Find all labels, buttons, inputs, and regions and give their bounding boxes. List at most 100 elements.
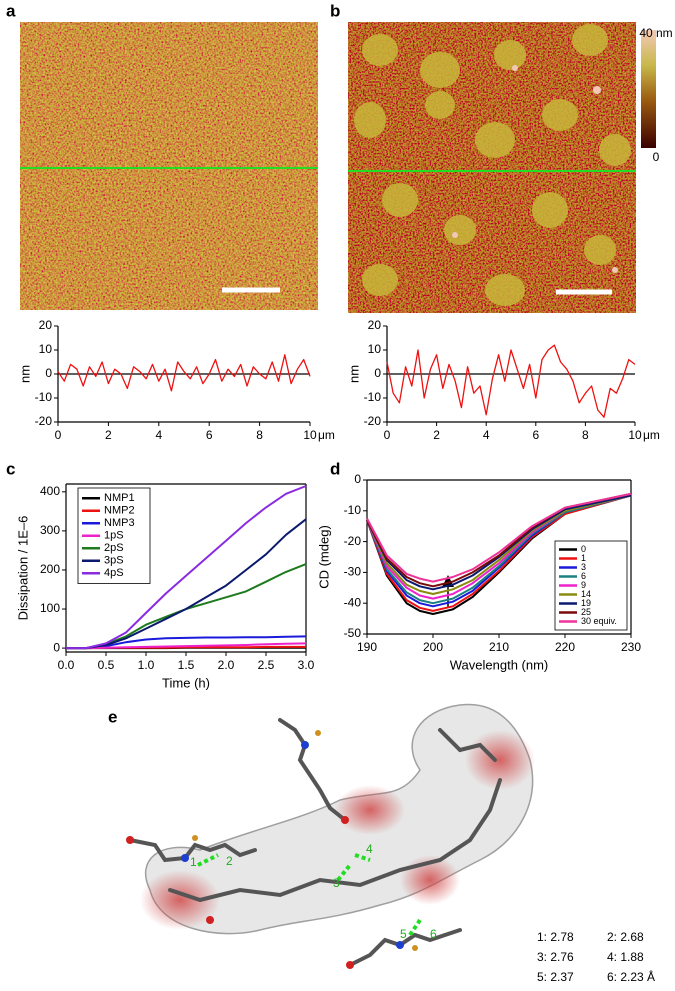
legend-label: 1 [581,553,586,563]
molecule-render [126,703,535,969]
y-tick-label: 0 [45,366,52,380]
legend-label: 25 [581,607,591,617]
series-line [366,494,632,612]
y-tick-label: -30 [344,565,362,579]
panel-label: a [6,1,16,20]
distance-label: 1: 2.78 [537,930,574,944]
x-tick-label: 6 [532,428,539,442]
hbond-label: 1 [190,855,197,869]
x-tick-label: 1.0 [138,658,155,672]
x-tick-label: 0.5 [98,658,115,672]
legend-label: NMP1 [104,492,135,504]
y-label: nm [17,365,32,383]
series-line [366,492,632,583]
panel-label: b [330,1,340,20]
y-tick-label: 0 [53,640,60,654]
y-tick-label: 10 [368,342,382,356]
y-tick-label: -10 [344,503,362,517]
distance-label: 2: 2.68 [607,930,644,944]
distance-label: 5: 2.37 [537,970,574,984]
x-label: Time (h) [162,675,210,690]
y-tick-label: -50 [344,626,362,640]
legend-label: 3pS [104,555,124,567]
x-tick-label: 8 [582,428,589,442]
series-line [386,344,636,418]
legend-label: 30 equiv. [581,616,617,626]
x-tick-label: 230 [621,640,641,654]
y-tick-label: -20 [364,414,382,428]
hbond-label: 6 [430,927,437,941]
x-tick-label: 200 [423,640,443,654]
y-tick-label: 200 [40,562,60,576]
series-line [66,485,307,650]
x-tick-label: 3.0 [298,658,315,672]
y-tick-label: 0 [374,366,381,380]
y-label: CD (mdeg) [316,525,331,589]
y-tick-label: -20 [344,534,362,548]
x-unit: μm [318,428,335,442]
legend-label: 19 [581,598,591,608]
x-unit: μm [643,428,660,442]
series-line [57,354,311,392]
legend-label: 3 [581,562,586,572]
y-label: Dissipation / 1E–6 [15,516,30,621]
x-tick-label: 10 [303,428,317,442]
series-line [366,494,632,591]
panel-label: c [6,459,15,478]
x-tick-label: 4 [483,428,490,442]
y-label: nm [346,365,361,383]
distance-label: 4: 1.88 [607,950,644,964]
x-label: Wavelength (nm) [450,657,549,672]
legend-label: 9 [581,580,586,590]
colorbar-label: 0 [653,150,660,164]
x-tick-label: 6 [206,428,213,442]
colorbar-label: 40 nm [639,26,672,40]
y-tick-label: 100 [40,601,60,615]
series-line [66,518,307,650]
y-tick-label: -10 [364,390,382,404]
x-tick-label: 2.5 [258,658,275,672]
x-tick-label: 10 [628,428,642,442]
afm-image-a [20,22,318,310]
afm-image-b [348,22,636,313]
x-tick-label: 210 [489,640,509,654]
x-tick-label: 1.5 [178,658,195,672]
series-line [366,494,632,595]
y-tick-label: 300 [40,523,60,537]
colorbar [641,30,656,148]
hbond-label: 3 [333,876,340,890]
legend-label: 6 [581,571,586,581]
legend-label: 14 [581,589,591,599]
x-tick-label: 2.0 [218,658,235,672]
hbond-label: 2 [226,854,233,868]
y-tick-label: 20 [368,318,382,332]
hbond-label: 4 [366,842,373,856]
x-tick-label: 0 [55,428,62,442]
legend-label: 2pS [104,542,124,554]
distance-label: 6: 2.23 Å [607,969,655,984]
x-tick-label: 8 [256,428,263,442]
y-tick-label: -40 [344,595,362,609]
series-line [66,642,307,650]
y-tick-label: -20 [35,414,53,428]
y-tick-label: 0 [354,472,361,486]
x-tick-label: 220 [555,640,575,654]
series-line [66,635,307,650]
y-tick-label: 20 [39,318,53,332]
x-tick-label: 2 [433,428,440,442]
panel-label: d [330,459,340,478]
y-tick-label: 10 [39,342,53,356]
hbond-label: 5 [400,927,407,941]
x-tick-label: 4 [155,428,162,442]
series-line [366,494,632,605]
legend-label: 1pS [104,530,124,542]
legend-label: 0 [581,544,586,554]
x-tick-label: 0.0 [58,658,75,672]
legend-label: NMP3 [104,517,135,529]
y-tick-label: -10 [35,390,53,404]
y-tick-label: 400 [40,484,60,498]
legend-label: NMP2 [104,505,135,517]
x-tick-label: 190 [357,640,377,654]
panel-label: e [108,707,117,726]
